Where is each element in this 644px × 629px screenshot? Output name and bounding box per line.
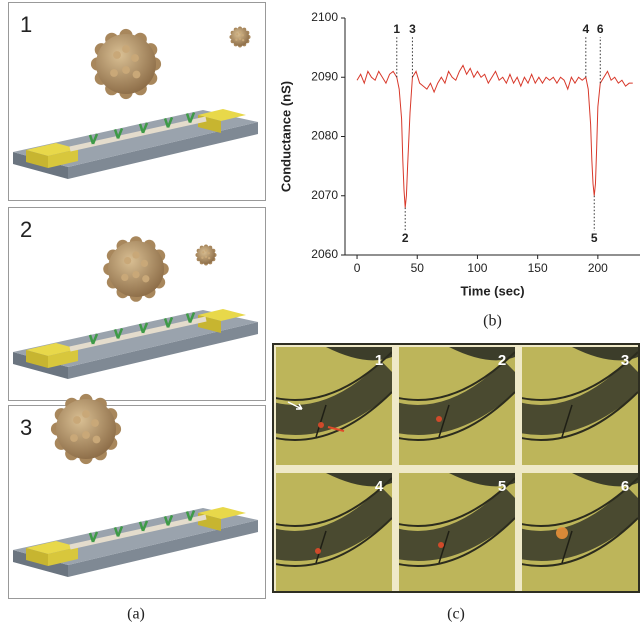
virus-spot	[315, 548, 321, 554]
virus-bump	[235, 39, 237, 41]
step-panel: 3	[9, 394, 266, 599]
y-tick-label: 2080	[311, 129, 338, 143]
virus-bump	[242, 39, 244, 41]
step-number: 2	[20, 217, 32, 242]
panel-label: (a)	[127, 606, 145, 623]
data-line	[357, 65, 633, 207]
panel-b: 2060 2070 2080 2090 2100 0 50 100 150 200 Time (se…	[278, 10, 640, 330]
step-panel: 2	[9, 208, 266, 401]
virus-spot	[318, 422, 324, 428]
x-tick-label: 150	[528, 261, 548, 275]
virus-bump	[91, 419, 99, 427]
virus-bump	[70, 434, 78, 442]
virus-bump	[122, 66, 130, 74]
virus-bump	[208, 257, 210, 259]
micrograph: 6	[517, 473, 638, 591]
virus-bump	[133, 71, 141, 79]
virus-spot	[436, 416, 442, 422]
virus-bump	[202, 251, 204, 253]
x-tick-label: 0	[354, 261, 361, 275]
frame-number: 6	[621, 478, 629, 495]
virus-bump	[132, 251, 139, 258]
virus-bump	[201, 257, 203, 259]
x-tick-label: 50	[411, 261, 425, 275]
micrograph: 3	[517, 347, 638, 465]
step-number: 3	[20, 415, 32, 440]
virus-bump	[73, 416, 81, 424]
x-axis-label: Time (sec)	[460, 283, 524, 298]
virus-bump	[142, 275, 149, 282]
x-tick-label: 100	[467, 261, 487, 275]
micrograph: 2	[394, 347, 515, 465]
virus-spot	[438, 542, 444, 548]
y-axis-label: Conductance (nS)	[278, 81, 293, 192]
virus-bump	[205, 256, 207, 258]
panel-label: (c)	[447, 606, 465, 623]
annotation-label: 5	[591, 231, 598, 245]
virus-bump	[239, 38, 241, 40]
step-number: 1	[20, 12, 32, 37]
y-tick-label: 2100	[311, 10, 338, 24]
virus-bump	[93, 436, 101, 444]
y-tick-label: 2060	[311, 247, 338, 261]
y-tick-label: 2070	[311, 188, 338, 202]
virus-body	[56, 399, 116, 459]
frame-number: 5	[498, 478, 506, 495]
frame-number: 2	[498, 352, 506, 369]
virus-bump	[113, 51, 121, 59]
virus-spot	[556, 527, 568, 539]
virus-bump	[205, 249, 207, 251]
virus-bump	[124, 257, 131, 264]
frame-number: 3	[621, 352, 629, 369]
annotation-label: 6	[597, 22, 604, 36]
step-panel: 1	[9, 3, 266, 201]
virus-body	[231, 28, 249, 46]
frame-number: 1	[375, 352, 383, 369]
virus-body	[197, 246, 215, 264]
micrograph: 4	[271, 473, 392, 591]
panel-label: (b)	[483, 313, 502, 330]
annotation-label: 3	[409, 22, 416, 36]
micrograph: 1	[271, 347, 392, 465]
annotation-label: 2	[402, 231, 409, 245]
virus-bump	[82, 410, 90, 418]
figure: 1 2 3 (a) 2060 2070 2080 2090 2100 0 50 100 150 200 T…	[0, 0, 644, 629]
virus-bump	[236, 33, 238, 35]
y-tick-label: 2090	[311, 69, 338, 83]
frame-number: 4	[375, 478, 384, 495]
annotation-label: 4	[582, 22, 589, 36]
virus-bump	[132, 271, 139, 278]
virus-body	[108, 241, 164, 297]
virus-bump	[110, 69, 118, 77]
annotation-label: 1	[393, 22, 400, 36]
virus-bump	[208, 252, 210, 254]
virus-bump	[242, 34, 244, 36]
virus-body	[96, 34, 156, 94]
panel-a: 1 2 3 (a)	[9, 3, 266, 623]
micrograph: 5	[394, 473, 515, 591]
x-tick-label: 200	[588, 261, 608, 275]
virus-bump	[82, 431, 90, 439]
virus-bump	[239, 31, 241, 33]
virus-bump	[131, 54, 139, 62]
virus-bump	[141, 260, 148, 267]
panel-c: 1 2 3 4 5 6 (c)	[271, 343, 640, 623]
virus-bump	[121, 274, 128, 281]
virus-bump	[122, 45, 130, 53]
